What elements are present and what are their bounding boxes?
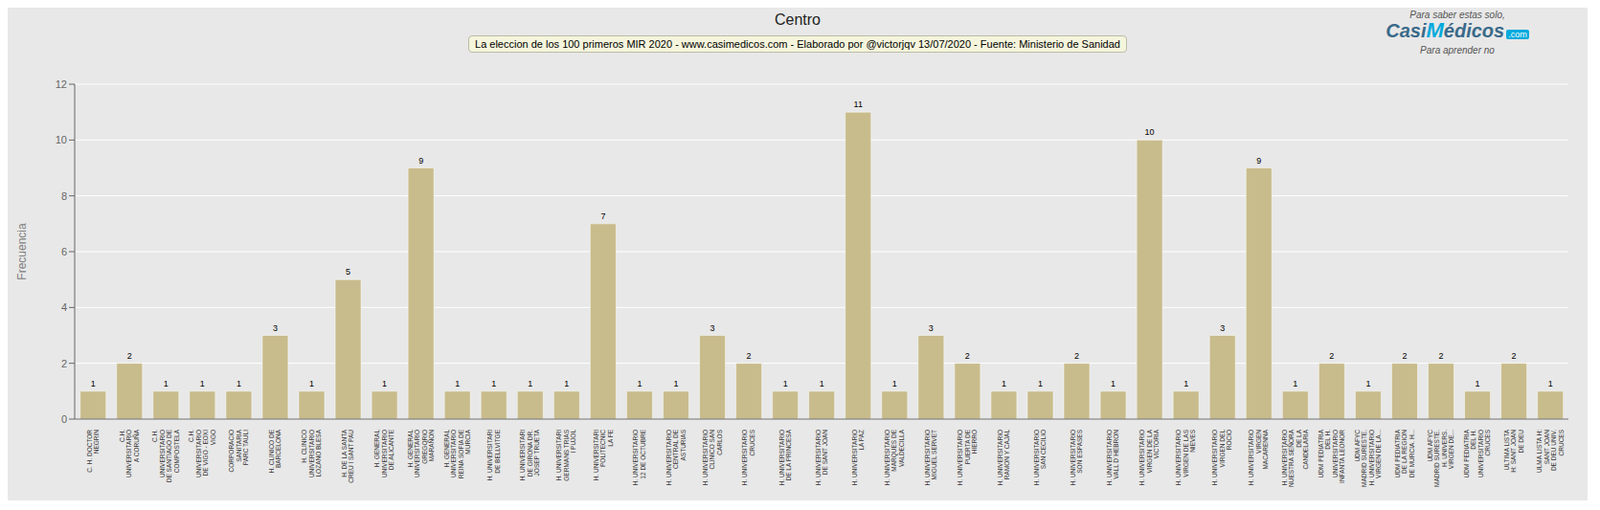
svg-text:H. UNIVERSITARIORAMON Y CAJAL: H. UNIVERSITARIORAMON Y CAJAL: [996, 429, 1012, 487]
svg-text:2: 2: [1074, 351, 1080, 361]
svg-text:H. UNIVERSITARIOCLINICO SANCAR: H. UNIVERSITARIOCLINICO SANCARLOS: [701, 428, 723, 486]
svg-text:1: 1: [1183, 379, 1189, 389]
svg-text:1: 1: [819, 379, 825, 389]
svg-text:4: 4: [61, 301, 68, 314]
svg-text:ULMA LISTA H:SANT JOANDE DEU U: ULMA LISTA H:SANT JOANDE DEU UNIV.CRUCES: [1535, 428, 1565, 474]
svg-text:H. UNIVERSITARIOVIRGENMACARENN: H. UNIVERSITARIOVIRGENMACARENNA: [1247, 428, 1269, 486]
svg-text:10: 10: [55, 134, 68, 146]
svg-text:UDM AFYCMADRID SURESTE.H. UNIV: UDM AFYCMADRID SURESTE.H. UNIVERS.VIRGEN…: [1426, 429, 1456, 488]
svg-text:2: 2: [1401, 351, 1407, 361]
svg-text:UDM PEDIATRIADEL H.UNIVERSITAR: UDM PEDIATRIADEL H.UNIVERSITARIOINFANTA …: [1317, 428, 1347, 484]
svg-text:H. UNIVERSITARIOMARQUES DEVALD: H. UNIVERSITARIOMARQUES DEVALDECILLA: [883, 428, 905, 486]
svg-text:1: 1: [1110, 379, 1116, 389]
svg-text:2: 2: [1439, 351, 1444, 361]
svg-text:H. UNIVERSITARIOCRUCES: H. UNIVERSITARIOCRUCES: [741, 428, 756, 486]
svg-text:H. UNIVERSITARIOVIRGEN DE LASN: H. UNIVERSITARIOVIRGEN DE LASNIEVES: [1174, 428, 1196, 486]
svg-text:H. UNIVERSITARIOCENTRAL DEASTU: H. UNIVERSITARIOCENTRAL DEASTURIAS: [665, 428, 687, 486]
svg-text:2: 2: [61, 358, 68, 370]
html-text:Para saber estas solo,: Para saber estas solo,: [1409, 9, 1506, 21]
svg-text:1: 1: [1292, 379, 1298, 389]
svg-text:1: 1: [90, 379, 96, 389]
svg-text:2: 2: [746, 351, 752, 361]
svg-text:12: 12: [55, 78, 68, 91]
svg-text:1: 1: [527, 379, 533, 389]
svg-text:H. UNIVERSITARIOPUERTA DEHIERR: H. UNIVERSITARIOPUERTA DEHIERRO: [956, 428, 978, 486]
svg-text:1: 1: [236, 379, 242, 389]
svg-text:1: 1: [382, 379, 387, 389]
svg-text:H. CLINICO DEBARCELONA: H. CLINICO DEBARCELONA: [268, 428, 283, 474]
svg-text:H. UNIVERSITARIODE LA PRINCESA: H. UNIVERSITARIODE LA PRINCESA: [778, 428, 793, 486]
svg-text:8: 8: [61, 190, 68, 203]
svg-text:H. UNIVERSITARIOVIRGEN DE LAVI: H. UNIVERSITARIOVIRGEN DE LAVICTORIA: [1138, 428, 1160, 486]
html-text:La eleccion de los 100 primero: La eleccion de los 100 primeros MIR 2020…: [474, 38, 1121, 50]
svg-text:6: 6: [61, 246, 68, 258]
svg-text:C.H.UNIVERSITARIODE SANTIAGO D: C.H.UNIVERSITARIODE SANTIAGO DECOMPOSTEL…: [151, 428, 181, 483]
svg-text:H. GENERALUNIVERSITARIOGREGORI: H. GENERALUNIVERSITARIOGREGORIOMARAÑON: [406, 429, 436, 478]
svg-text:1: 1: [163, 379, 169, 389]
svg-text:9: 9: [1256, 156, 1262, 166]
svg-text:ULTIMA LISTAH: SANT JOANDE DEU: ULTIMA LISTAH: SANT JOANDE DEU: [1503, 428, 1525, 473]
svg-text:C. H. DOCTORNEGRIN: C. H. DOCTORNEGRIN: [86, 429, 101, 474]
svg-text:1: 1: [636, 379, 642, 389]
svg-text:H. UNIVERSITARIODE SANT JOAN: H. UNIVERSITARIODE SANT JOAN: [814, 429, 830, 487]
svg-text:1: 1: [783, 379, 789, 389]
svg-text:1: 1: [1037, 379, 1043, 389]
svg-text:2: 2: [1511, 351, 1517, 361]
svg-text:CORPORACIOSANITARIAPARC TAULI: CORPORACIOSANITARIAPARC TAULI: [227, 428, 249, 473]
svg-text:H. GENERALUNIVERSITARIODE ALIC: H. GENERALUNIVERSITARIODE ALICANTE: [373, 428, 395, 478]
svg-text:1: 1: [1548, 379, 1554, 389]
html-text:Centro: Centro: [774, 11, 821, 28]
svg-text:1: 1: [309, 379, 315, 389]
svg-text:H. DE LA SANTACREU I SANT PAU: H. DE LA SANTACREU I SANT PAU: [340, 428, 356, 483]
svg-text:2: 2: [965, 351, 970, 361]
svg-text:H. UNIVERSITARIO12 DE OCTUBRE: H. UNIVERSITARIO12 DE OCTUBRE: [631, 428, 647, 486]
svg-text:3: 3: [710, 323, 716, 334]
html-text:Casi M édicos .com: Casi M édicos .com: [1385, 18, 1527, 43]
svg-text:1: 1: [1365, 379, 1371, 389]
html-text:Para aprender no: Para aprender no: [1420, 45, 1495, 56]
svg-text:1: 1: [892, 379, 898, 389]
svg-text:1: 1: [200, 379, 205, 389]
svg-text:10: 10: [1145, 127, 1155, 137]
svg-text:0: 0: [61, 413, 68, 426]
svg-text:3: 3: [928, 323, 934, 334]
svg-text:H. UNIVERSITARIOVALL D´HEBRON: H. UNIVERSITARIOVALL D´HEBRON: [1105, 429, 1121, 487]
svg-text:H. UNIVERSITARIOMIGUEL SERVET: H. UNIVERSITARIOMIGUEL SERVET: [923, 429, 939, 486]
svg-text:3: 3: [272, 323, 278, 334]
svg-text:H. GENERALUNIVERSITARIOREINA S: H. GENERALUNIVERSITARIOREINA SOFIA DEMUR…: [443, 428, 473, 479]
svg-text:11: 11: [854, 99, 863, 110]
svg-text:2: 2: [127, 351, 133, 361]
svg-text:1: 1: [1001, 379, 1007, 389]
svg-text:H. UNIVERSITARIDE BELLVITGE: H. UNIVERSITARIDE BELLVITGE: [486, 428, 501, 481]
svg-text:5: 5: [345, 267, 351, 277]
svg-text:H. UNIVERSITARIPOLITECNICLA FE: H. UNIVERSITARIPOLITECNICLA FE: [592, 428, 614, 481]
svg-text:UDM AFYCMADRID SURESTE.H. UNIV: UDM AFYCMADRID SURESTE.H. UNIVERSITARIOV…: [1353, 429, 1383, 488]
svg-text:7: 7: [600, 211, 606, 222]
svg-text:UDM PEDIATRIADE LA REGIONDE MU: UDM PEDIATRIADE LA REGIONDE MURCIA. H...: [1394, 428, 1416, 478]
svg-text:H. UNIVERSITARIOSAN CECILIO: H. UNIVERSITARIOSAN CECILIO: [1033, 429, 1048, 486]
svg-text:Frecuencia: Frecuencia: [15, 223, 29, 281]
svg-text:2: 2: [1329, 351, 1334, 361]
svg-text:1: 1: [491, 379, 496, 389]
svg-text:1: 1: [563, 379, 569, 389]
svg-text:H. CLINICOUNIVERSITARIOLOZANO: H. CLINICOUNIVERSITARIOLOZANO BLESA: [300, 428, 322, 478]
svg-text:UDM PEDIATRIADEL H.UNIVERSITAR: UDM PEDIATRIADEL H.UNIVERSITARIOCRUCES: [1463, 428, 1492, 478]
svg-text:H. UNIVERSITARIOLA PAZ: H. UNIVERSITARIOLA PAZ: [851, 429, 866, 486]
svg-text:9: 9: [418, 156, 424, 166]
svg-text:H. UNIVERSITARIGERMANS TRIASI: H. UNIVERSITARIGERMANS TRIASI PUJOL: [555, 428, 577, 481]
svg-text:H. UNIVERSITARIOSON ESPASES: H. UNIVERSITARIOSON ESPASES: [1069, 428, 1084, 486]
svg-text:1: 1: [1475, 379, 1481, 389]
svg-text:C.H.UNIVERSITARIODE VIGO - EOX: C.H.UNIVERSITARIODE VIGO - EOXIVIGO: [187, 429, 217, 478]
svg-text:1: 1: [454, 379, 460, 389]
svg-text:H. UNIVERSITARIONUESTRA SEÑORA: H. UNIVERSITARIONUESTRA SEÑORADE LACANDE…: [1281, 428, 1310, 488]
svg-text:C.H.UNIVERSITARIOA CORUÑA: C.H.UNIVERSITARIOA CORUÑA: [118, 428, 140, 478]
svg-text:H. UNIVERSITARIDE GIRONA DR.JO: H. UNIVERSITARIDE GIRONA DR.JOSEP TRUETA: [518, 428, 541, 481]
svg-text:1: 1: [673, 379, 678, 389]
svg-text:3: 3: [1219, 323, 1225, 334]
svg-text:H. UNIVERSITARIOVIRGEN DELROCI: H. UNIVERSITARIOVIRGEN DELROCIO: [1211, 429, 1233, 487]
